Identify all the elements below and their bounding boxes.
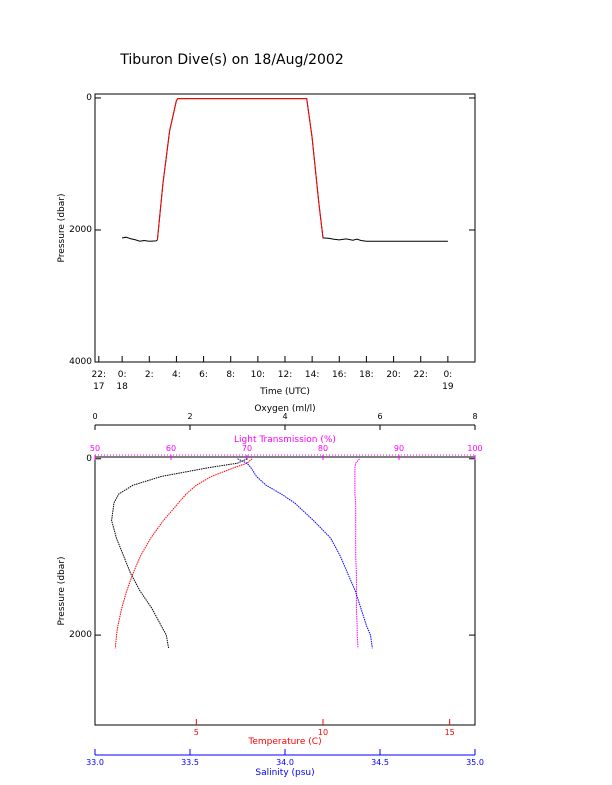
plot-frame: [94, 456, 476, 726]
axis-title: Temperature (C): [248, 737, 322, 747]
axis-title: Salinity (psu): [255, 768, 315, 778]
x-tick-label: 18:: [359, 370, 374, 380]
x-tick-label: 20:: [386, 370, 401, 380]
x-tick-label: 90: [393, 444, 405, 453]
x-tick-label: 10: [317, 728, 329, 737]
x-tick-label: 0: [92, 412, 98, 421]
y-axis-label: Pressure (dbar): [57, 193, 67, 263]
x-tick-label: 2: [187, 412, 193, 421]
x-tick-label: 22: 17: [91, 370, 107, 392]
x-tick-label: 35.0: [466, 758, 484, 767]
x-tick-label: 0: 19: [442, 370, 454, 392]
x-tick-label: 6: [377, 412, 383, 421]
y-tick-label: 2000: [69, 630, 92, 641]
y-tick-label: 0: [86, 92, 92, 103]
x-tick-label: 34.5: [371, 758, 389, 767]
x-tick-label: 0: 18: [116, 370, 128, 392]
x-tick-label: 100: [467, 444, 483, 453]
series-line: [122, 98, 448, 242]
x-tick-label: 22:: [413, 370, 428, 380]
x-tick-label: 15: [444, 728, 455, 737]
x-tick-label: 14:: [304, 370, 320, 380]
x-tick-label: 8: [472, 412, 478, 421]
profile-line: [237, 458, 373, 649]
x-tick-label: 33.0: [86, 758, 104, 767]
profile-line: [111, 458, 248, 649]
x-tick-label: 34.0: [276, 758, 294, 767]
x-tick-label: 2:: [144, 370, 154, 380]
x-tick-label: 4:: [172, 370, 181, 380]
x-tick-label: 4: [282, 412, 288, 421]
y-tick-label: 2000: [69, 224, 92, 235]
axis-title: Oxygen (ml/l): [254, 404, 316, 414]
series-line: [156, 98, 324, 240]
x-tick-label: 10:: [250, 370, 266, 380]
x-tick-label: 5: [193, 728, 199, 737]
x-tick-label: 70: [241, 444, 253, 453]
x-tick-label: 16:: [332, 370, 347, 380]
x-tick-label: 8:: [226, 370, 236, 380]
x-axis-label: Time (UTC): [260, 387, 310, 397]
x-tick-label: 12:: [277, 370, 293, 380]
y-tick-label: 0: [86, 453, 92, 464]
x-tick-label: 50: [89, 444, 101, 453]
x-tick-label: 6:: [199, 370, 208, 380]
x-tick-label: 33.5: [181, 758, 199, 767]
y-axis-label: Pressure (dbar): [57, 556, 67, 626]
profile-line: [114, 458, 253, 649]
x-tick-label: 60: [165, 444, 177, 453]
plot-frame: [94, 93, 476, 363]
profile-line: [354, 458, 360, 649]
y-tick-label: 4000: [69, 357, 92, 367]
chart-title: Tiburon Dive(s) on 18/Aug/2002: [120, 52, 344, 68]
x-tick-label: 80: [317, 444, 329, 453]
axis-title: Light Transmission (%): [234, 435, 336, 445]
